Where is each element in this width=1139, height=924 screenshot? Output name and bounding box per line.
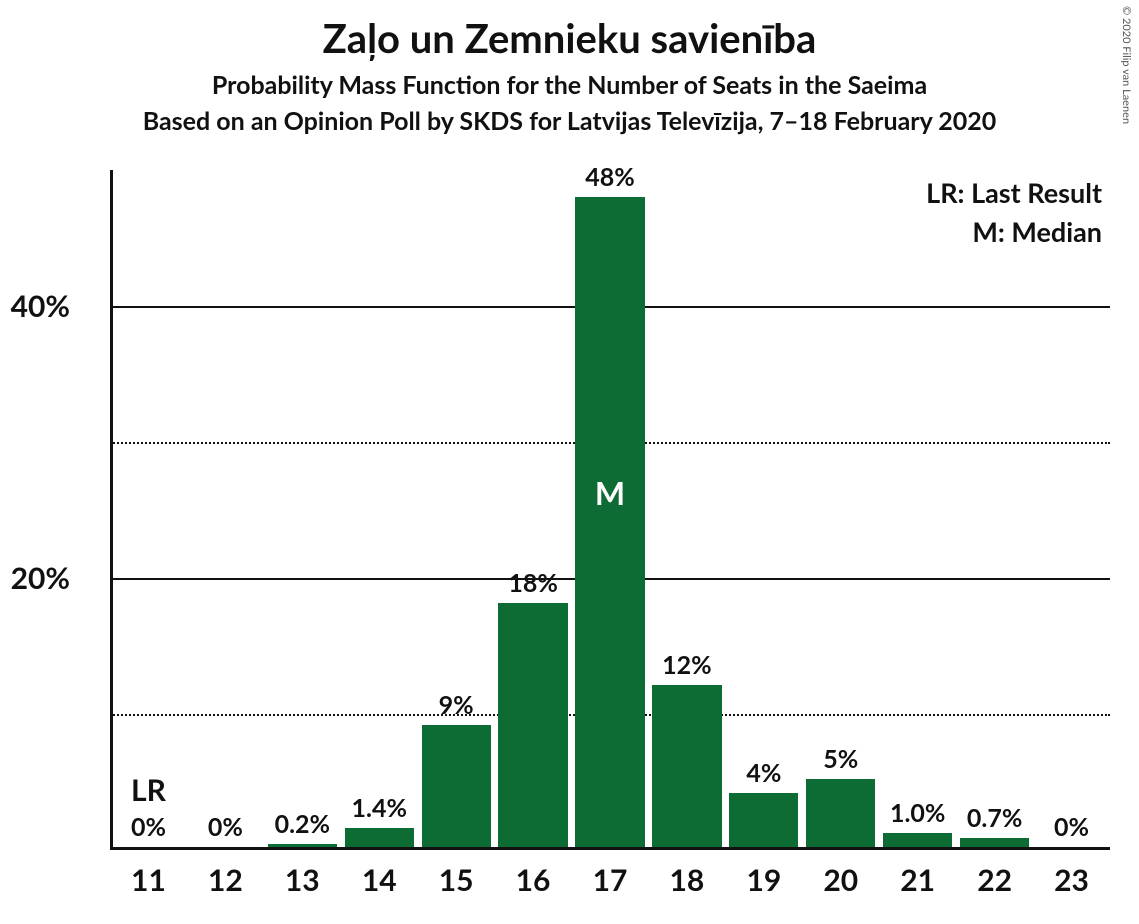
x-tick-label: 13 [285, 862, 320, 898]
x-tick-label: 12 [208, 862, 243, 898]
chart-container: Zaļo un Zemnieku savienība Probability M… [0, 0, 1139, 924]
x-tick-label: 20 [823, 862, 858, 898]
y-tick-label: 40% [0, 288, 70, 324]
bar-value-label: 0.2% [275, 809, 330, 839]
x-tick-label: 15 [439, 862, 474, 898]
bar-value-label: 4% [746, 758, 781, 788]
bar [652, 685, 721, 847]
bar [422, 725, 491, 847]
bar-value-label: 5% [823, 744, 858, 774]
bar-value-label: 9% [439, 690, 474, 720]
legend: LR: Last Result M: Median [926, 176, 1102, 254]
chart-title: Zaļo un Zemnieku savienība [0, 14, 1139, 62]
bar [345, 828, 414, 847]
legend-lr: LR: Last Result [926, 176, 1102, 209]
x-tick-label: 16 [516, 862, 551, 898]
title-block: Zaļo un Zemnieku savienība Probability M… [0, 0, 1139, 136]
bar-value-label: 18% [508, 568, 558, 598]
bar [729, 793, 798, 847]
bar-value-label: 0% [1054, 812, 1089, 842]
bar [268, 844, 337, 847]
x-tick-label: 11 [131, 862, 166, 898]
bar-value-label: 0.7% [967, 803, 1022, 833]
copyright-notice: © 2020 Filip van Laenen [1120, 6, 1133, 124]
bar [575, 197, 644, 847]
x-tick-label: 14 [362, 862, 397, 898]
x-tick-label: 18 [670, 862, 705, 898]
x-tick-label: 21 [900, 862, 935, 898]
bar-value-label: 48% [585, 162, 635, 192]
x-tick-label: 22 [977, 862, 1012, 898]
bar [806, 779, 875, 847]
legend-median: M: Median [926, 215, 1102, 248]
x-tick-label: 19 [746, 862, 781, 898]
bar [960, 838, 1029, 847]
chart-plot-area: 20%40% 0%0%0.2%1.4%9%18%48%12%4%5%1.0%0.… [110, 170, 1110, 850]
bar-value-label: 12% [662, 650, 712, 680]
bar-value-label: 1.4% [352, 793, 407, 823]
bar [883, 833, 952, 847]
last-result-marker: LR [131, 772, 166, 808]
y-tick-label: 20% [0, 560, 70, 596]
chart-subtitle-2: Based on an Opinion Poll by SKDS for Lat… [0, 106, 1139, 136]
x-tick-label: 23 [1054, 862, 1089, 898]
bar-value-label: 0% [208, 812, 243, 842]
bar [498, 603, 567, 847]
x-axis [110, 847, 1110, 850]
chart-subtitle-1: Probability Mass Function for the Number… [0, 70, 1139, 100]
x-tick-label: 17 [593, 862, 628, 898]
median-marker: M [595, 473, 625, 512]
bar-value-label: 1.0% [890, 798, 945, 828]
bar-value-label: 0% [131, 812, 166, 842]
y-axis [110, 170, 113, 850]
